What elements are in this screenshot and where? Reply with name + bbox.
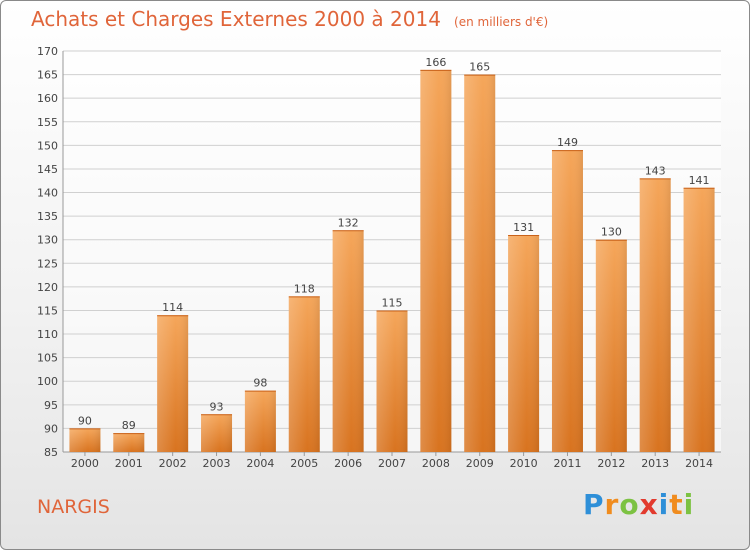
x-tick-label: 2004 — [246, 457, 274, 470]
data-label: 114 — [162, 301, 183, 314]
data-label: 131 — [513, 221, 534, 234]
x-tick-label: 2013 — [641, 457, 669, 470]
bar-shade — [683, 187, 715, 452]
x-tick-label: 2002 — [159, 457, 187, 470]
x-tick-label: 2006 — [334, 457, 362, 470]
bar-shade — [595, 239, 627, 452]
data-label: 93 — [210, 400, 224, 413]
logo-letter: i — [658, 488, 670, 521]
y-tick-label: 170 — [37, 45, 58, 58]
logo-letter: i — [683, 488, 695, 521]
bar-shade — [332, 230, 364, 452]
data-label: 143 — [645, 164, 666, 177]
x-tick-label: 2008 — [422, 457, 450, 470]
bar-shade — [244, 390, 276, 452]
logo-letter: r — [604, 488, 620, 521]
bar-shade — [639, 178, 671, 452]
data-label: 149 — [557, 136, 578, 149]
y-tick-label: 155 — [37, 116, 58, 129]
data-label: 98 — [253, 377, 267, 390]
logo-letter: o — [619, 488, 640, 521]
y-tick-label: 105 — [37, 352, 58, 365]
y-tick-label: 135 — [37, 210, 58, 223]
x-tick-label: 2003 — [203, 457, 231, 470]
y-tick-label: 165 — [37, 69, 58, 82]
x-tick-label: 2001 — [115, 457, 143, 470]
x-tick-label: 2007 — [378, 457, 406, 470]
bar-shade — [288, 296, 320, 452]
y-tick-label: 145 — [37, 163, 58, 176]
y-tick-label: 85 — [44, 446, 58, 459]
x-tick-label: 2009 — [466, 457, 494, 470]
y-tick-label: 150 — [37, 139, 58, 152]
chart-unit: (en milliers d'€) — [454, 15, 549, 29]
data-label: 132 — [338, 216, 359, 229]
y-tick-label: 115 — [37, 304, 58, 317]
y-tick-label: 110 — [37, 328, 58, 341]
x-tick-label: 2012 — [597, 457, 625, 470]
logo-letter: P — [583, 488, 605, 521]
y-tick-label: 160 — [37, 92, 58, 105]
bar-shade — [420, 69, 452, 452]
y-tick-label: 125 — [37, 257, 58, 270]
data-label: 89 — [122, 419, 136, 432]
bar-shade — [376, 310, 408, 452]
x-tick-label: 2011 — [553, 457, 581, 470]
x-tick-label: 2005 — [290, 457, 318, 470]
data-label: 118 — [294, 282, 315, 295]
y-tick-label: 130 — [37, 234, 58, 247]
x-tick-label: 2000 — [71, 457, 99, 470]
chart-title-text: Achats et Charges Externes 2000 à 2014 — [31, 7, 441, 31]
data-label: 130 — [601, 226, 622, 239]
bar-shade — [157, 315, 189, 452]
commune-name: NARGIS — [37, 496, 110, 518]
data-label: 165 — [469, 61, 490, 74]
bar-shade — [464, 74, 496, 453]
y-tick-label: 140 — [37, 187, 58, 200]
data-label: 166 — [425, 56, 446, 69]
x-tick-label: 2010 — [510, 457, 538, 470]
y-tick-label: 90 — [44, 422, 58, 435]
bar-shade — [113, 433, 145, 452]
y-tick-label: 95 — [44, 399, 58, 412]
chart-title: Achats et Charges Externes 2000 à 2014 (… — [31, 7, 548, 31]
bar-shade — [551, 150, 583, 452]
bar-shade — [508, 234, 540, 452]
bar-shade — [69, 428, 101, 452]
data-label: 90 — [78, 414, 92, 427]
logo-letter: t — [669, 488, 684, 521]
proxiti-logo: Proxiti — [583, 488, 694, 521]
data-label: 141 — [689, 174, 710, 187]
y-tick-label: 100 — [37, 375, 58, 388]
logo-letter: x — [639, 488, 659, 521]
x-tick-label: 2014 — [685, 457, 713, 470]
y-tick-label: 120 — [37, 281, 58, 294]
bar-shade — [201, 414, 233, 452]
data-label: 115 — [382, 296, 403, 309]
